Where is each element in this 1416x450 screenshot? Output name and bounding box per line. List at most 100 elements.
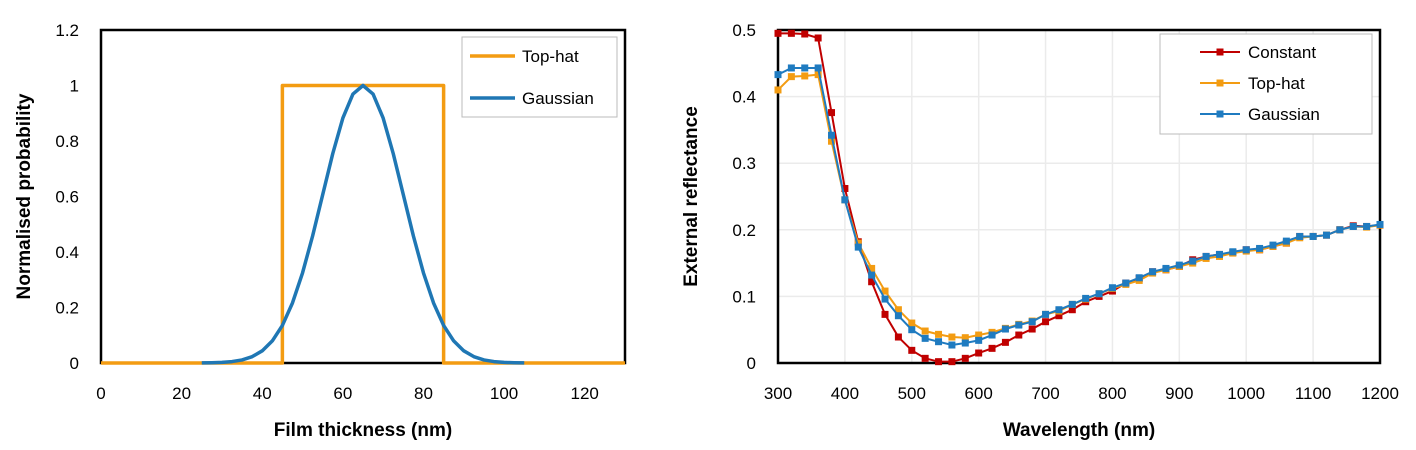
y-tick-label: 0.8 bbox=[55, 132, 79, 151]
x-tick-label: 20 bbox=[172, 384, 191, 403]
data-point bbox=[868, 264, 876, 272]
plot-frame bbox=[776, 28, 1382, 365]
data-point bbox=[1001, 325, 1009, 333]
data-point bbox=[908, 326, 916, 334]
data-point bbox=[1229, 248, 1237, 256]
x-tick-label: 500 bbox=[898, 384, 926, 403]
data-point bbox=[921, 327, 929, 335]
x-tick-label: 100 bbox=[490, 384, 518, 403]
data-point bbox=[1363, 222, 1371, 230]
x-tick-label: 600 bbox=[964, 384, 992, 403]
x-tick-label: 80 bbox=[414, 384, 433, 403]
data-point bbox=[961, 334, 969, 342]
data-point bbox=[961, 339, 969, 347]
data-point bbox=[787, 73, 795, 81]
legend-label: Gaussian bbox=[522, 89, 594, 108]
x-tick-label: 900 bbox=[1165, 384, 1193, 403]
data-point bbox=[1322, 231, 1330, 239]
data-point bbox=[1015, 321, 1023, 329]
data-point bbox=[1055, 312, 1063, 320]
data-point bbox=[814, 64, 822, 72]
data-point bbox=[1202, 252, 1210, 260]
data-point bbox=[1149, 268, 1157, 276]
y-tick-label: 0.4 bbox=[55, 243, 79, 262]
y-tick-label: 0.6 bbox=[55, 188, 79, 207]
data-point bbox=[894, 312, 902, 320]
y-tick-label: 0.2 bbox=[732, 221, 756, 240]
data-point bbox=[854, 243, 862, 251]
data-point bbox=[787, 64, 795, 72]
x-tick-label: 60 bbox=[333, 384, 352, 403]
y-tick-label: 0.5 bbox=[732, 21, 756, 40]
data-point bbox=[935, 338, 943, 346]
data-point bbox=[1269, 241, 1277, 249]
y-axis-label: Normalised probability bbox=[14, 93, 35, 299]
x-tick-label: 1100 bbox=[1295, 384, 1332, 403]
data-point bbox=[1108, 284, 1116, 292]
x-tick-label: 400 bbox=[831, 384, 859, 403]
data-point bbox=[908, 319, 916, 327]
data-point bbox=[774, 86, 782, 94]
data-point bbox=[975, 349, 983, 357]
data-point bbox=[975, 336, 983, 344]
y-tick-label: 0.4 bbox=[732, 88, 756, 107]
legend-label: Constant bbox=[1248, 43, 1316, 62]
x-tick-label: 1200 bbox=[1361, 384, 1399, 403]
x-axis-label: Wavelength (nm) bbox=[1003, 420, 1155, 441]
data-point bbox=[975, 331, 983, 339]
data-point bbox=[814, 71, 822, 79]
data-point bbox=[1028, 318, 1036, 326]
y-tick-label: 0 bbox=[70, 354, 79, 373]
legend-marker bbox=[1216, 110, 1224, 118]
data-point bbox=[1028, 325, 1036, 333]
data-point bbox=[881, 310, 889, 318]
data-point bbox=[828, 109, 836, 117]
data-point bbox=[1082, 294, 1090, 302]
x-tick-label: 1000 bbox=[1227, 384, 1265, 403]
data-point bbox=[1068, 306, 1076, 314]
x-tick-label: 700 bbox=[1031, 384, 1059, 403]
data-point bbox=[828, 137, 836, 145]
data-point bbox=[1122, 279, 1130, 287]
data-point bbox=[774, 71, 782, 79]
data-point bbox=[948, 333, 956, 341]
data-point bbox=[868, 278, 876, 286]
data-point bbox=[988, 344, 996, 352]
data-point bbox=[1095, 290, 1103, 298]
data-point bbox=[1175, 261, 1183, 269]
data-point bbox=[1242, 246, 1250, 254]
data-point bbox=[881, 295, 889, 303]
data-point bbox=[935, 330, 943, 338]
y-tick-label: 1 bbox=[70, 77, 79, 96]
data-point bbox=[1282, 237, 1290, 245]
data-point bbox=[1042, 318, 1050, 326]
data-point bbox=[1349, 222, 1357, 230]
data-point bbox=[1296, 232, 1304, 240]
data-point bbox=[1336, 226, 1344, 234]
x-tick-label: 300 bbox=[764, 384, 792, 403]
data-point bbox=[801, 64, 809, 72]
data-point bbox=[1376, 220, 1384, 228]
data-point bbox=[868, 271, 876, 279]
legend-box bbox=[461, 36, 618, 118]
y-axis-label: External reflectance bbox=[681, 106, 702, 287]
data-point bbox=[894, 306, 902, 314]
series-line-gaussian bbox=[201, 83, 525, 365]
legend-marker bbox=[1216, 79, 1224, 87]
data-point bbox=[1189, 257, 1197, 265]
data-point bbox=[828, 131, 836, 139]
data-point bbox=[1256, 244, 1264, 252]
x-tick-label: 0 bbox=[96, 384, 105, 403]
data-point bbox=[948, 341, 956, 349]
data-point bbox=[894, 333, 902, 341]
x-tick-label: 120 bbox=[571, 384, 599, 403]
plot-frame bbox=[99, 28, 627, 365]
data-point bbox=[854, 239, 862, 247]
legend-box bbox=[1159, 33, 1373, 135]
series-gaussian bbox=[774, 64, 1384, 349]
y-tick-label: 1.2 bbox=[55, 21, 79, 40]
data-point bbox=[1309, 232, 1317, 240]
data-point bbox=[814, 34, 822, 42]
